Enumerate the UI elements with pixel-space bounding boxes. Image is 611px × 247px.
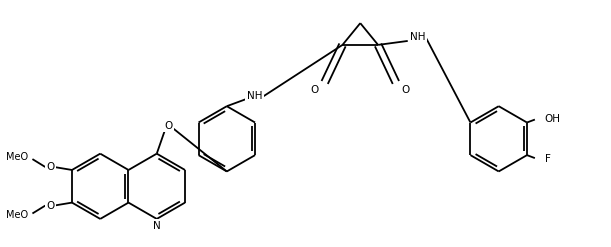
Text: O: O [46, 201, 54, 210]
Text: OH: OH [545, 114, 561, 124]
Text: O: O [164, 121, 173, 131]
Text: MeO: MeO [6, 152, 29, 162]
Text: O: O [401, 85, 410, 95]
Text: F: F [545, 154, 551, 164]
Text: N: N [153, 221, 161, 231]
Text: O: O [310, 85, 319, 95]
Text: MeO: MeO [6, 210, 29, 221]
Text: NH: NH [410, 32, 425, 42]
Text: O: O [46, 162, 54, 172]
Text: NH: NH [247, 91, 262, 101]
